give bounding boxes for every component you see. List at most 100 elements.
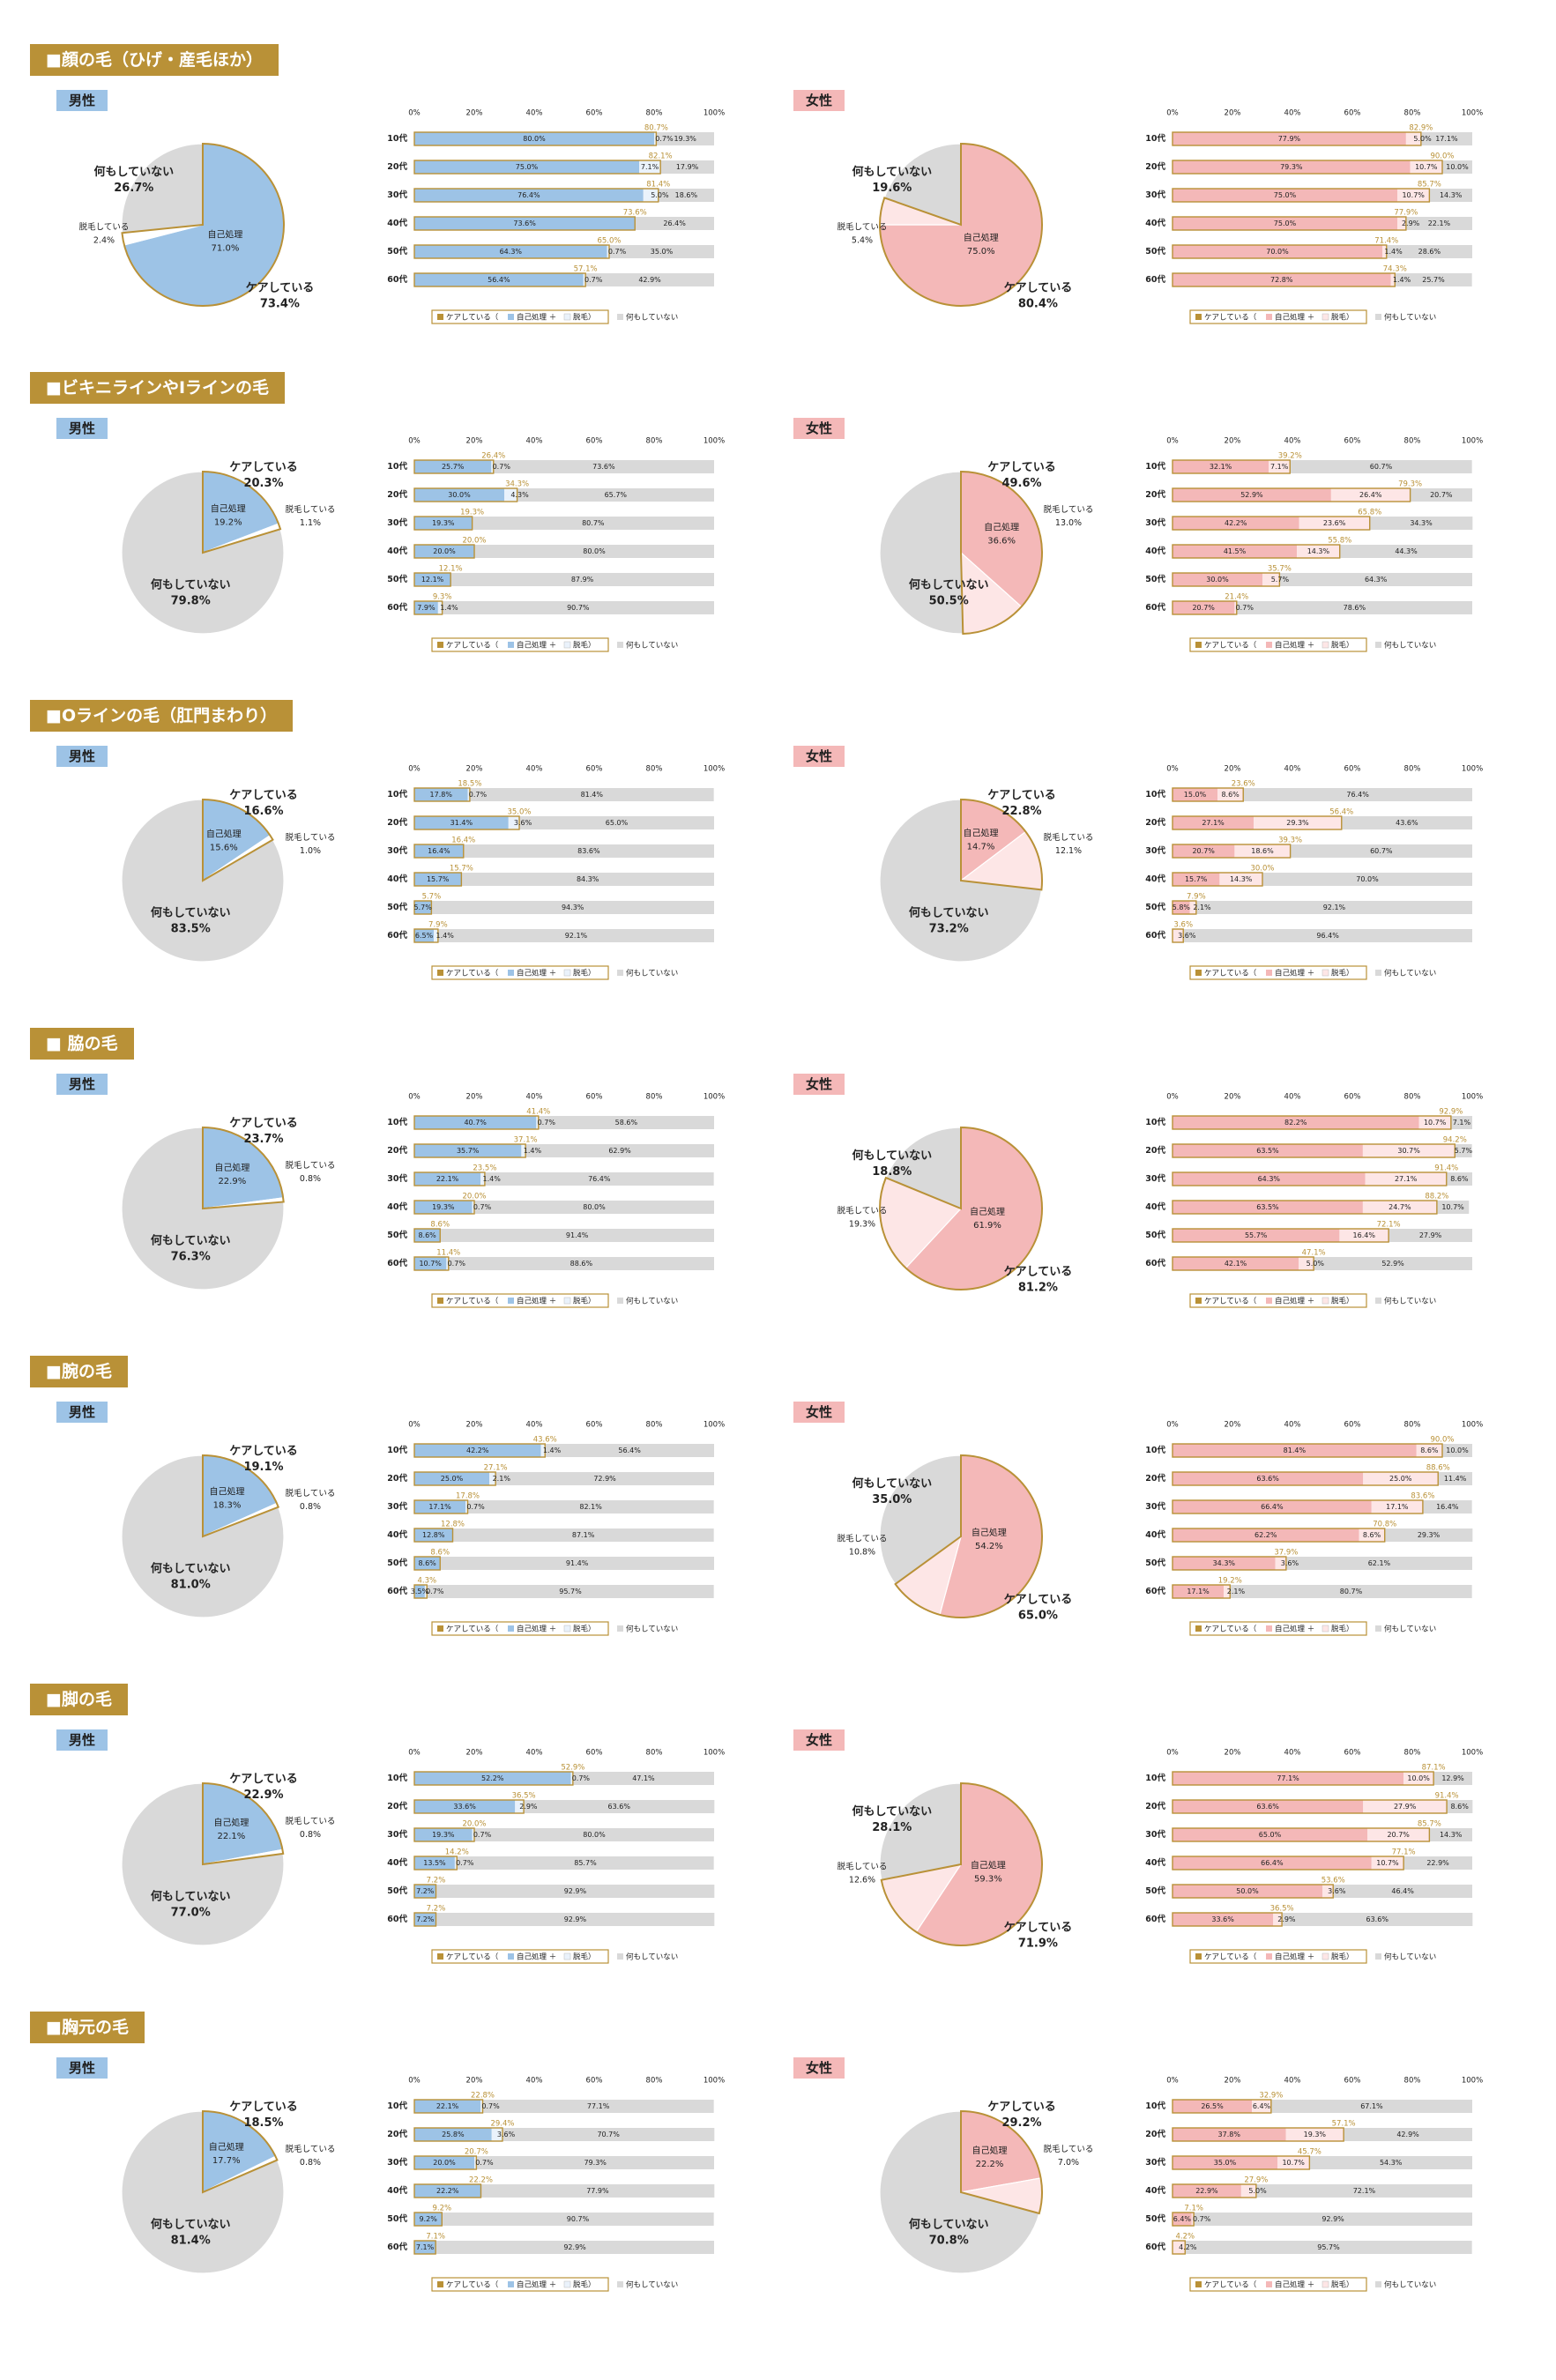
male-badge: 男性 [56, 1729, 108, 1751]
legend-self: 自己処理 ＋ [517, 1297, 556, 1306]
bar-removal-value: 1.4% [1384, 248, 1403, 256]
bar-none [474, 1828, 714, 1841]
pie-self-label: 自己処理 [972, 2145, 1007, 2156]
female-badge: 女性 [793, 1074, 845, 1095]
legend-self: 自己処理 ＋ [1275, 313, 1314, 323]
bar-self-value: 20.0% [433, 2159, 456, 2167]
bar-care-outline [1172, 1256, 1314, 1271]
bar-care-outline [1172, 1528, 1386, 1543]
pie-none-value: 79.8% [171, 595, 211, 608]
bar-self-value: 72.8% [1270, 276, 1293, 284]
bar-self [414, 545, 474, 558]
pie-none-label: 何もしていない [909, 578, 989, 592]
pie-removal-value: 0.8% [300, 1502, 321, 1512]
female-pie-chart: 自己処理 36.6% ケアしている 49.6% 脱毛している 13.0% 何もしていない 50… [879, 461, 1093, 635]
x-tick-label: 0% [408, 2077, 421, 2086]
pie-removal-label: 脱毛している [838, 1206, 888, 1216]
bar-total-label: 70.8% [1373, 1521, 1396, 1529]
bar-care-outline [413, 1856, 458, 1871]
pie-care-label: ケアしている [229, 1117, 298, 1130]
bar-none [437, 929, 714, 942]
bar-care-outline [413, 1827, 475, 1842]
bar-removal [1405, 132, 1421, 145]
bar-self [1173, 844, 1235, 858]
bar-none-value: 17.9% [676, 163, 699, 171]
male-bar-chart: 0% 20% 40% 60% 80% 100% 10代 25.7% 0.7% 73.6% 26.4%… [387, 437, 725, 652]
bar-self-value: 75.0% [1274, 219, 1297, 227]
pie-slice-none [879, 1782, 962, 1881]
category-label: 40代 [1145, 874, 1165, 884]
bar-self [1173, 901, 1190, 914]
category-label: 30代 [387, 2157, 407, 2168]
bar-total-label: 65.0% [597, 237, 621, 246]
bar-care-outline [1172, 815, 1343, 830]
bar-none [538, 1116, 714, 1129]
x-tick-label: 40% [1284, 437, 1301, 446]
legend-self: 自己処理 ＋ [1275, 1952, 1314, 1962]
legend-care: ケアしている（ [446, 313, 499, 323]
bar-self-value: 7.9% [417, 604, 436, 612]
category-label: 40代 [387, 2185, 407, 2196]
category-label: 30代 [1145, 2157, 1165, 2168]
category-label: 40代 [387, 1857, 407, 1868]
bar-care-outline [413, 131, 658, 146]
legend-none-swatch [617, 2281, 623, 2287]
legend-care-swatch [437, 642, 443, 648]
pie-self-value: 15.6% [210, 843, 238, 852]
category-label: 20代 [1145, 1473, 1165, 1484]
bar-self-value: 25.8% [442, 2131, 465, 2138]
x-tick-label: 0% [408, 109, 421, 118]
bar-removal-value: 0.7% [1236, 604, 1254, 612]
x-tick-label: 60% [1344, 1421, 1361, 1430]
bar-total-label: 88.2% [1425, 1193, 1448, 1201]
x-tick-label: 80% [646, 437, 663, 446]
legend-removal-swatch [563, 641, 571, 649]
bar-removal-value: 0.7% [493, 463, 511, 471]
bar-care-outline [413, 787, 471, 802]
section-title: ■胸元の毛 [30, 2012, 145, 2043]
x-tick-label: 80% [646, 1093, 663, 1102]
bar-removal [639, 160, 661, 174]
legend-care-swatch [1195, 1298, 1202, 1304]
bar-removal-value: 0.7% [456, 1859, 474, 1867]
bar-total-label: 7.1% [1184, 2205, 1203, 2213]
bar-total-label: 72.1% [1377, 1221, 1401, 1230]
bar-none-value: 96.4% [1316, 932, 1339, 940]
bar-none-value: 62.9% [608, 1147, 631, 1155]
bar-removal [1362, 1144, 1455, 1157]
bar-none [1436, 1201, 1470, 1214]
legend-removal: 脱毛） [573, 969, 596, 978]
bar-self [414, 1172, 481, 1186]
legend-none-swatch [1375, 1298, 1381, 1304]
x-tick-label: 80% [646, 1749, 663, 1758]
legend-self: 自己処理 ＋ [1275, 641, 1314, 651]
bar-self-value: 31.4% [450, 819, 473, 827]
bar-self [414, 160, 639, 174]
bar-none-value: 17.1% [1435, 135, 1458, 143]
legend-removal: 脱毛） [573, 313, 596, 323]
male-badge: 男性 [56, 746, 108, 767]
bar-total-label: 41.4% [526, 1108, 550, 1117]
bar-none [442, 2213, 714, 2226]
legend-care: ケアしている（ [446, 1952, 499, 1962]
bar-self [1173, 1116, 1419, 1129]
bar-removal [1299, 517, 1370, 530]
bar-none-value: 94.3% [562, 904, 584, 911]
x-tick-label: 40% [526, 1749, 543, 1758]
bar-self [1173, 160, 1411, 174]
legend-removal-swatch [563, 1952, 571, 1960]
bar-care-outline [1172, 2183, 1257, 2198]
legend-none: 何もしていない [626, 1625, 678, 1634]
bar-self-value: 13.5% [423, 1859, 446, 1867]
bar-care-outline [413, 244, 610, 259]
bar-none-value: 44.3% [1395, 547, 1418, 555]
category-label: 60代 [1145, 2242, 1165, 2252]
x-tick-label: 100% [704, 1421, 725, 1430]
category-label: 40代 [1145, 546, 1165, 556]
legend-care: ケアしている（ [1204, 1625, 1257, 1634]
bar-total-label: 57.1% [574, 265, 598, 274]
pie-care-value: 71.9% [1018, 1937, 1058, 1950]
bar-care-outline [413, 1256, 450, 1271]
bar-none-value: 80.0% [583, 547, 606, 555]
pie-self-label: 自己処理 [211, 502, 246, 514]
